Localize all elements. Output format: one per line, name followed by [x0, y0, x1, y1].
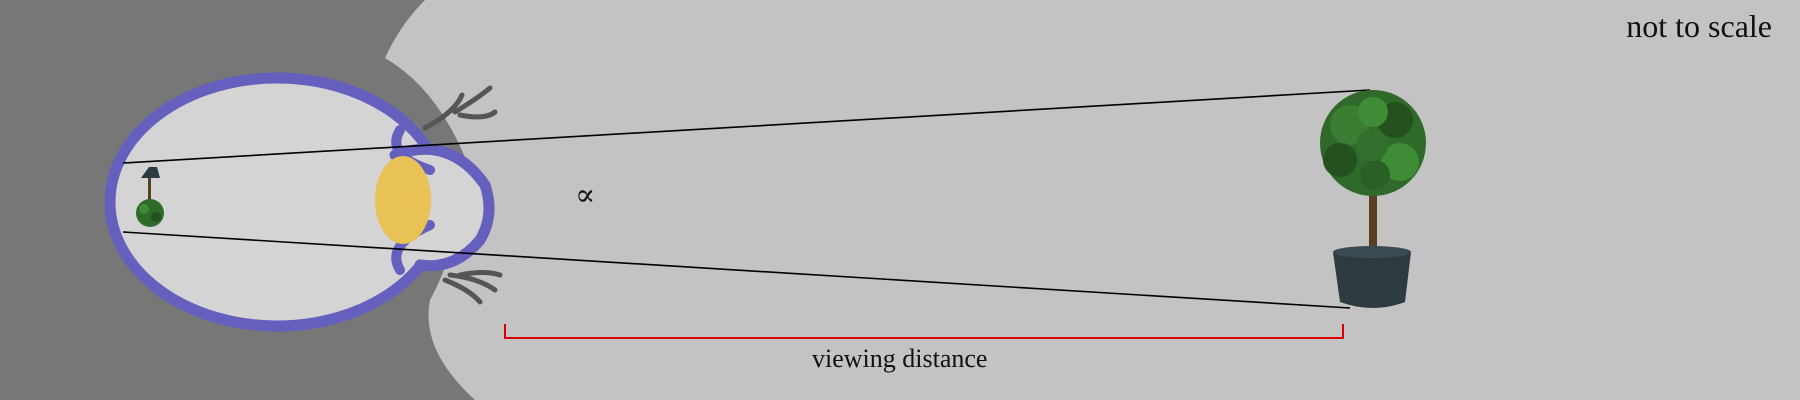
retinal-image-icon	[136, 167, 164, 227]
sight-lines	[122, 89, 1371, 309]
sight-line-bottom-to-top	[122, 231, 1351, 309]
distance-bracket	[504, 324, 1344, 339]
viewing-distance-label: viewing distance	[812, 344, 988, 373]
tree-trunk	[1369, 168, 1377, 260]
eyelash-icon	[422, 85, 503, 305]
iris-upper	[391, 125, 435, 175]
angle-alpha-label: ∝	[575, 178, 596, 213]
pot-icon	[1333, 248, 1411, 308]
sight-line-top-to-bottom	[122, 89, 1371, 164]
lens-icon	[375, 156, 431, 244]
tree-icon	[1320, 90, 1426, 260]
not-to-scale-note: not to scale	[1626, 8, 1772, 44]
